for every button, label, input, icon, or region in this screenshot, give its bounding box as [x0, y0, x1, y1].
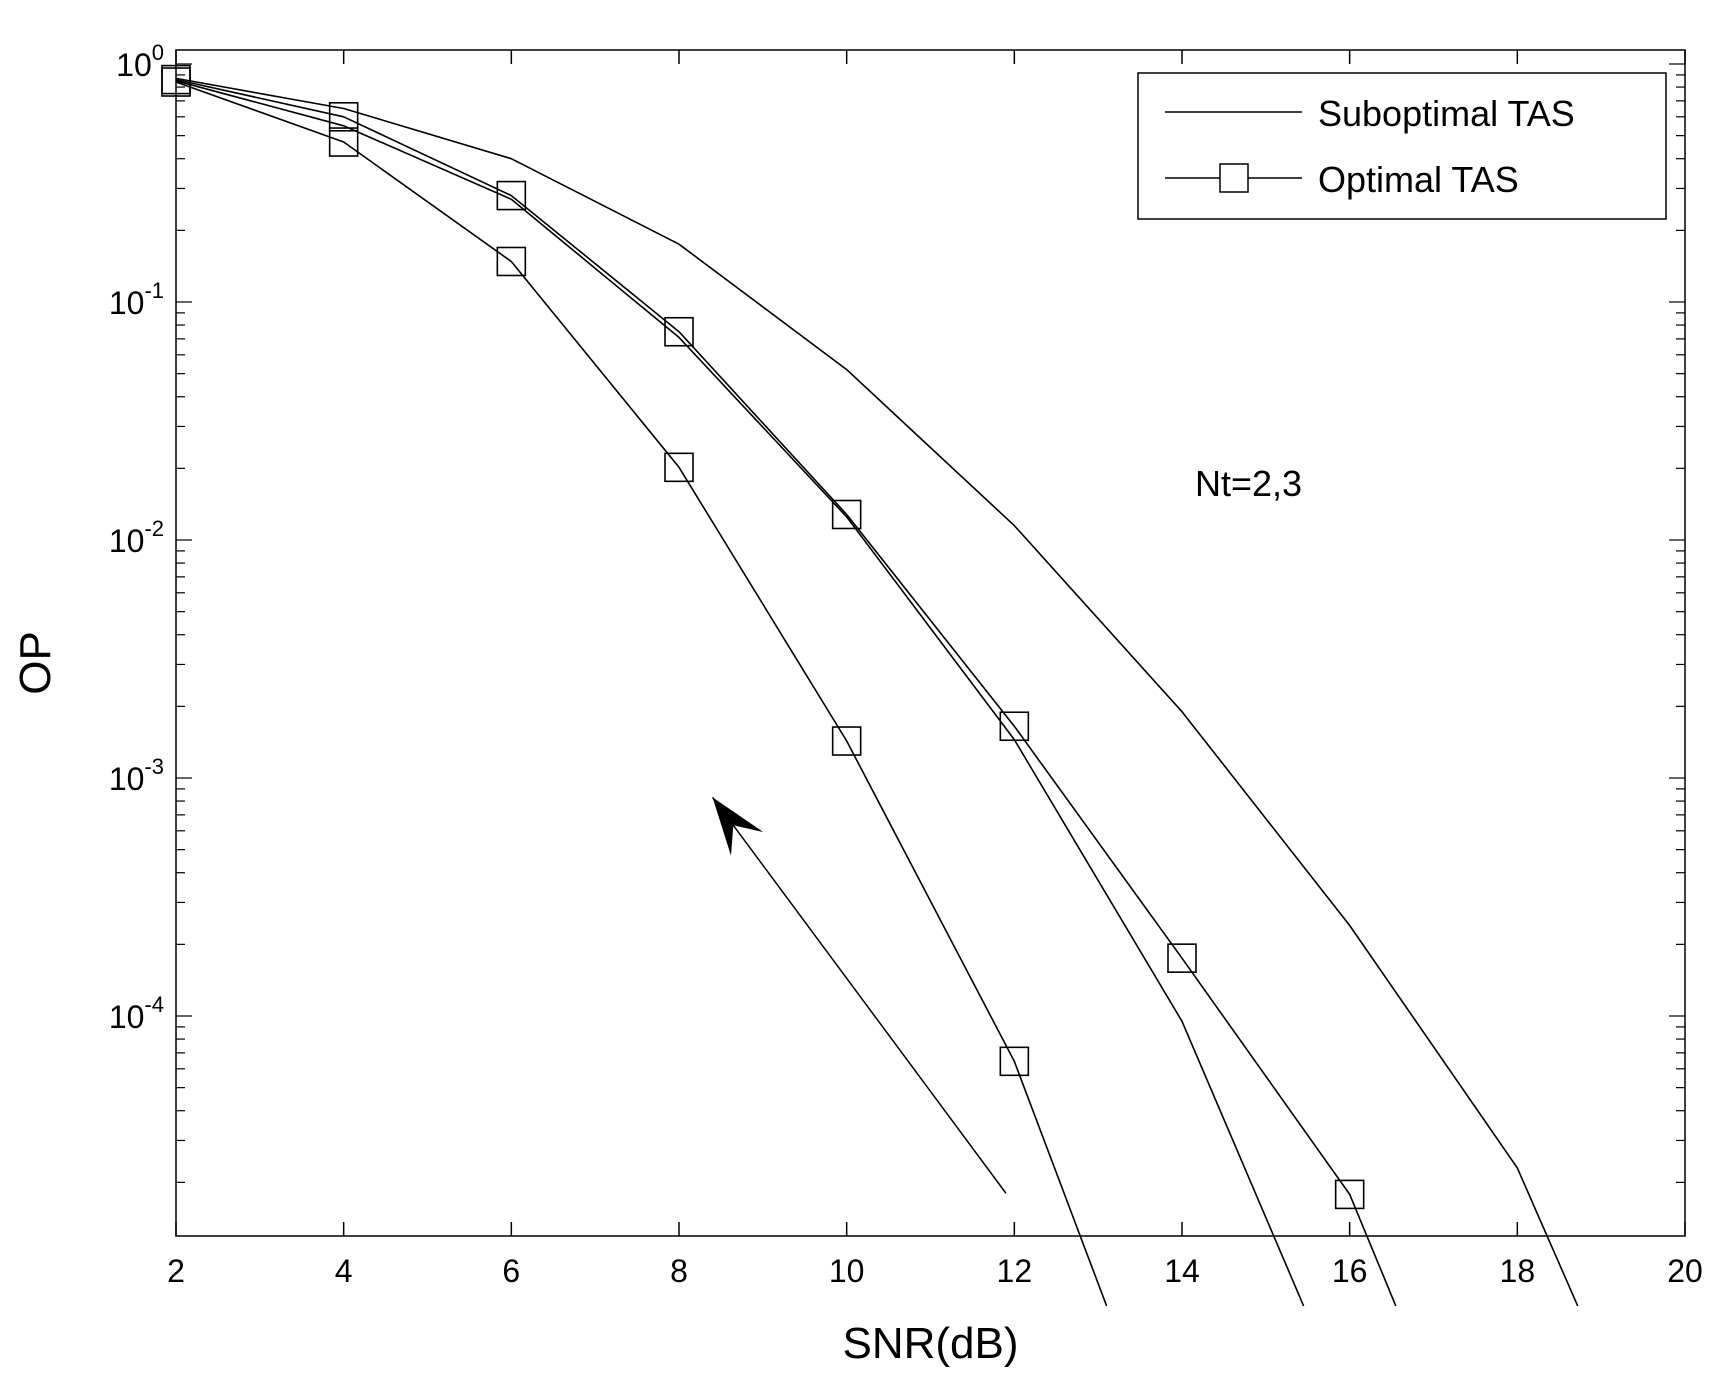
data-point-marker [1334, 1179, 1365, 1210]
data-point-marker [831, 726, 862, 756]
y-axis-label: OP [11, 631, 60, 695]
plot-frame [175, 49, 1686, 1237]
x-tick-label: 18 [1500, 1253, 1536, 1289]
legend-marker-optimal [1219, 163, 1249, 193]
annotation-arrow-line [711, 796, 1007, 1194]
axis-ticks [175, 50, 1686, 1236]
series-line-suboptimal [175, 80, 1305, 1307]
data-point-marker [1167, 943, 1197, 973]
y-tick-label: 10-2 [109, 516, 164, 559]
data-point-marker [328, 102, 359, 132]
series-line-optimal [175, 78, 1397, 1307]
legend-label-suboptimal: Suboptimal TAS [1318, 93, 1575, 134]
x-axis-label: SNR(dB) [842, 1319, 1018, 1368]
series-layer [175, 77, 1579, 1307]
data-point-marker [999, 711, 1030, 742]
legend-label-optimal: Optimal TAS [1318, 159, 1519, 200]
data-point-marker [664, 452, 694, 483]
data-point-marker [664, 316, 694, 347]
y-tick-labels: 100 10-1 10-2 10-3 10-4 [109, 40, 164, 1035]
x-tick-label: 14 [1164, 1253, 1200, 1289]
y-tick-label: 10-4 [109, 992, 164, 1035]
legend: Suboptimal TAS Optimal TAS [1137, 72, 1667, 220]
x-tick-label: 8 [670, 1253, 688, 1289]
data-point-marker [999, 1046, 1030, 1077]
annotation-label: Nt=2,3 [1195, 463, 1302, 504]
y-tick-label: 10-1 [109, 278, 164, 321]
x-tick-labels: 2 4 6 8 10 12 14 16 18 20 [167, 1253, 1703, 1289]
x-tick-label: 2 [167, 1253, 185, 1289]
data-point-marker [831, 499, 862, 530]
annotation-arrow-head [712, 797, 764, 856]
legend-box [1137, 72, 1667, 220]
x-tick-label: 16 [1332, 1253, 1368, 1289]
y-tick-label: 10-3 [109, 754, 164, 797]
series-line-suboptimal [175, 77, 1579, 1307]
x-tick-label: 20 [1667, 1253, 1703, 1289]
x-tick-label: 4 [335, 1253, 353, 1289]
marker-layer [161, 64, 1365, 1210]
data-point-marker [328, 127, 359, 157]
series-line-optimal [175, 81, 1108, 1307]
annotation: Nt=2,3 [711, 463, 1302, 1194]
y-tick-label: 100 [116, 40, 164, 83]
x-tick-label: 10 [829, 1253, 865, 1289]
data-point-marker [496, 246, 527, 277]
data-point-marker [496, 180, 527, 211]
x-tick-label: 6 [502, 1253, 520, 1289]
x-tick-label: 12 [997, 1253, 1033, 1289]
